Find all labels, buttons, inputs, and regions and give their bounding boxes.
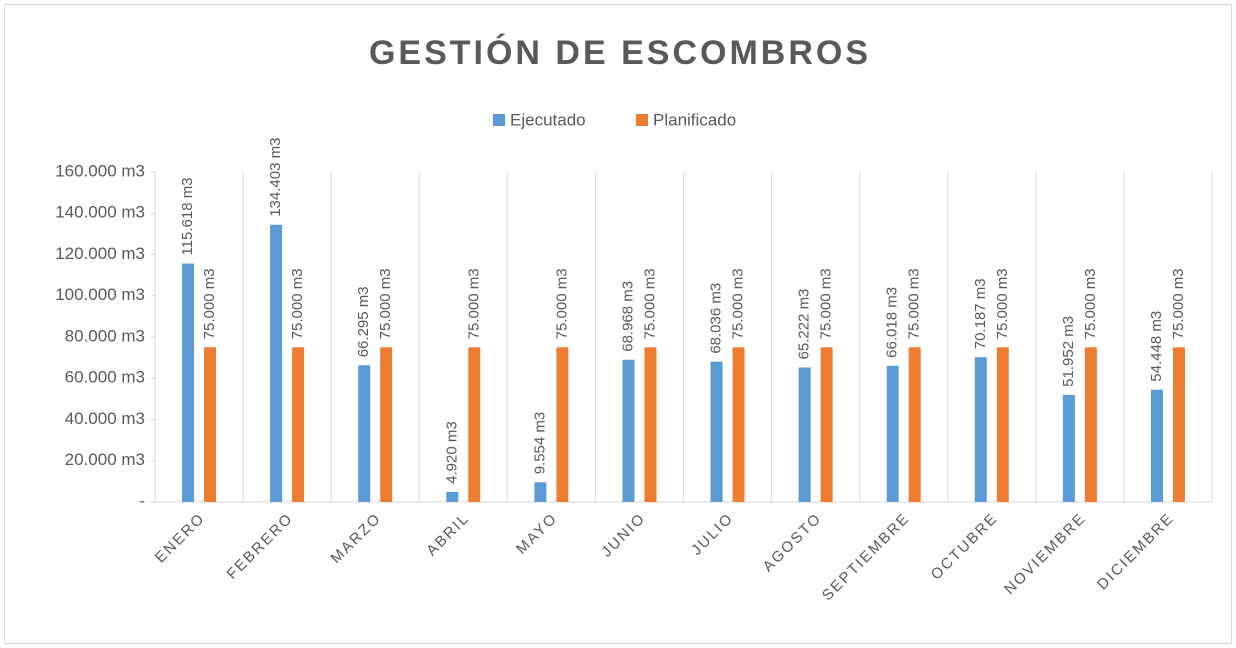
- bar: [886, 365, 899, 502]
- bar: [534, 482, 547, 502]
- bar: [556, 347, 569, 502]
- bar: [622, 359, 635, 502]
- value-label: 75.000 m3: [818, 268, 835, 339]
- bar: [732, 347, 745, 502]
- chart-title: GESTIÓN DE ESCOMBROS: [369, 34, 871, 72]
- bar: [996, 347, 1009, 502]
- value-label: 75.000 m3: [465, 268, 482, 339]
- y-tick-label: 20.000 m3: [65, 450, 145, 469]
- bar: [644, 347, 657, 502]
- chart-border: [4, 4, 1232, 644]
- bar: [798, 367, 811, 502]
- bar: [380, 347, 393, 502]
- legend-label: Ejecutado: [510, 110, 586, 129]
- bar: [1150, 389, 1163, 502]
- value-label: 134.403 m3: [267, 138, 284, 217]
- legend-swatch: [493, 114, 505, 126]
- bar: [446, 491, 459, 502]
- bar: [270, 224, 283, 502]
- bar: [820, 347, 833, 502]
- value-label: 75.000 m3: [906, 268, 923, 339]
- y-tick-label: 60.000 m3: [65, 368, 145, 387]
- value-label: 54.448 m3: [1148, 311, 1165, 382]
- value-label: 75.000 m3: [994, 268, 1011, 339]
- value-label: 65.222 m3: [796, 289, 813, 360]
- bar: [292, 347, 305, 502]
- y-tick-label: 140.000 m3: [55, 203, 145, 222]
- value-label: 75.000 m3: [1082, 268, 1099, 339]
- bar: [468, 347, 481, 502]
- bar: [358, 365, 371, 502]
- value-label: 75.000 m3: [730, 268, 747, 339]
- value-label: 75.000 m3: [289, 268, 306, 339]
- y-tick-label: 160.000 m3: [55, 161, 145, 180]
- value-label: 68.036 m3: [708, 283, 725, 354]
- y-tick-label: 40.000 m3: [65, 409, 145, 428]
- value-label: 75.000 m3: [1170, 268, 1187, 339]
- value-label: 51.952 m3: [1060, 316, 1077, 387]
- bar: [1084, 347, 1097, 502]
- bar: [908, 347, 921, 502]
- value-label: 115.618 m3: [179, 177, 196, 255]
- y-tick-label: 120.000 m3: [55, 244, 145, 263]
- y-tick-label: 100.000 m3: [55, 285, 145, 304]
- legend-swatch: [636, 114, 648, 126]
- bar: [710, 361, 723, 502]
- value-label: 9.554 m3: [531, 412, 548, 475]
- value-label: 70.187 m3: [972, 278, 989, 349]
- value-label: 66.018 m3: [884, 287, 901, 358]
- bar: [1062, 394, 1075, 502]
- value-label: 66.295 m3: [355, 286, 372, 357]
- bar: [1172, 347, 1185, 502]
- value-label: 75.000 m3: [553, 268, 570, 339]
- bar: [204, 347, 217, 502]
- y-tick-label: 80.000 m3: [65, 326, 145, 345]
- value-label: 75.000 m3: [641, 268, 658, 339]
- legend-label: Planificado: [653, 110, 736, 129]
- value-label: 4.920 m3: [443, 421, 460, 484]
- value-label: 68.968 m3: [619, 281, 636, 352]
- value-label: 75.000 m3: [201, 268, 218, 339]
- bar: [974, 357, 987, 502]
- y-tick-label: -: [139, 491, 145, 510]
- bar: [182, 263, 195, 502]
- value-label: 75.000 m3: [377, 268, 394, 339]
